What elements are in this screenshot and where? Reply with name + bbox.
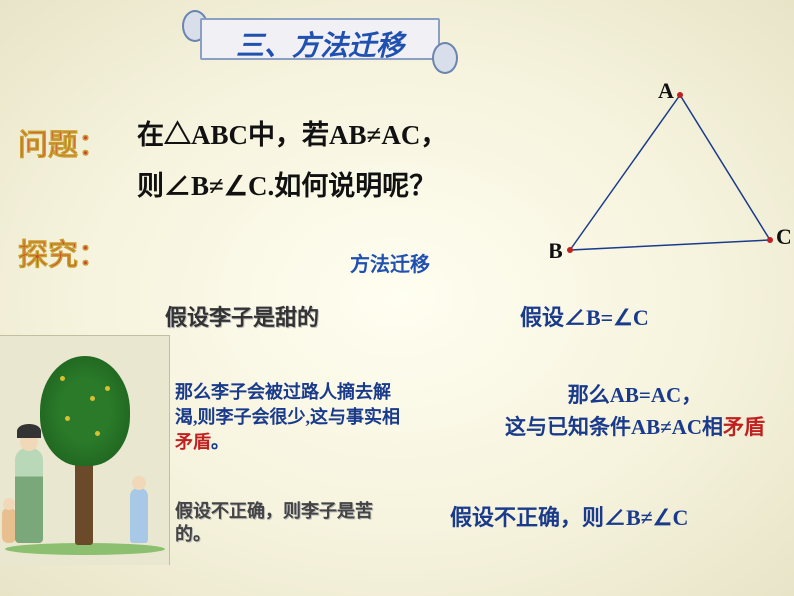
fruit-dot — [90, 396, 95, 401]
left-then: 那么李子会被过路人摘去解渴,则李子会很少,这与事实相矛盾。 — [175, 380, 405, 456]
person-left — [15, 448, 43, 543]
vertex-a-dot — [677, 92, 683, 98]
label-method: 方法迁移 — [350, 248, 430, 277]
tree-crown — [40, 356, 130, 466]
left-then-text: 那么李子会被过路人摘去解渴,则李子会很少,这与事实相 — [175, 382, 400, 427]
plum-illustration — [0, 335, 170, 565]
vertex-a-label: A — [658, 80, 674, 103]
right-assume: 假设∠B=∠C — [520, 300, 649, 332]
right-then-line2a: 这与已知条件AB≠AC相 — [505, 415, 723, 439]
person-right — [130, 488, 148, 543]
triangle-shape — [570, 95, 770, 250]
vertex-b-label: B — [550, 238, 563, 263]
vertex-b-dot — [567, 247, 573, 253]
tree-trunk — [75, 455, 93, 545]
label-question: 问题： — [18, 120, 108, 164]
fruit-dot — [95, 431, 100, 436]
vertex-c-dot — [767, 237, 773, 243]
fruit-dot — [65, 416, 70, 421]
vertex-c-label: C — [776, 224, 790, 249]
right-then: 那么AB=AC， 这与已知条件AB≠AC相矛盾 — [465, 380, 794, 443]
banner-title: 三、方法迁移 — [210, 24, 430, 64]
label-explore: 探究： — [18, 230, 108, 274]
left-assume: 假设李子是甜的 — [165, 300, 319, 332]
right-then-line1: 那么AB=AC， — [568, 383, 702, 407]
right-then-highlight: 矛盾 — [723, 415, 765, 439]
left-then-highlight: 矛盾 — [175, 432, 211, 452]
triangle-diagram: A B C — [550, 80, 790, 270]
right-conclusion: 假设不正确，则∠B≠∠C — [450, 500, 688, 532]
child-figure — [2, 508, 16, 543]
problem-statement: 在△ABC中，若AB≠AC， 则∠B≠∠C.如何说明呢？ — [137, 110, 447, 213]
left-conclusion: 假设不正确，则李子是苦的。 — [175, 500, 405, 547]
fruit-dot — [105, 386, 110, 391]
problem-line-2: 则∠B≠∠C.如何说明呢？ — [137, 161, 447, 212]
scroll-decoration-right — [432, 42, 458, 74]
title-banner: 三、方法迁移 — [180, 10, 460, 70]
problem-line-1: 在△ABC中，若AB≠AC， — [137, 110, 447, 161]
fruit-dot — [60, 376, 65, 381]
left-then-end: 。 — [211, 432, 229, 452]
